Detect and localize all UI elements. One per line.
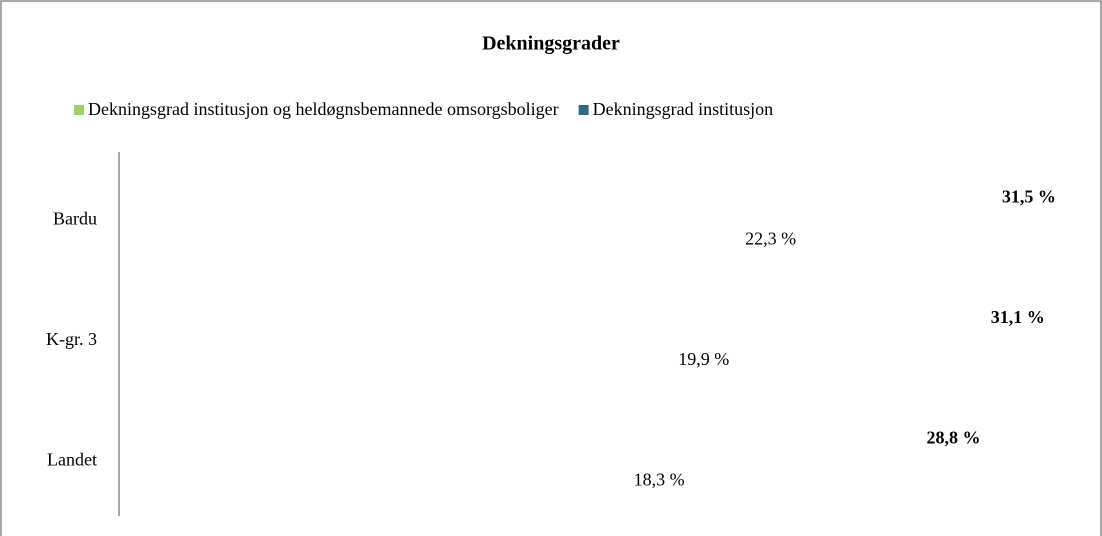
- chart-title: Dekningsgrader: [482, 33, 620, 55]
- data-label: 19,9 %: [678, 349, 729, 369]
- bar: [119, 304, 987, 334]
- data-label: 28,8 %: [927, 427, 981, 447]
- data-label: 31,5 %: [1002, 186, 1056, 206]
- data-label: 18,3 %: [634, 469, 685, 489]
- bar: [119, 466, 630, 496]
- data-label: 31,1 %: [991, 307, 1045, 327]
- legend-label: Dekningsgrad institusjon og heldøgnsbema…: [88, 99, 559, 119]
- y-tick-label: Bardu: [53, 208, 97, 228]
- bar: [119, 225, 741, 255]
- y-tick-label: Landet: [47, 449, 97, 469]
- legend-label: Dekningsgrad institusjon: [593, 99, 774, 119]
- bar: [119, 424, 923, 454]
- bar: [119, 346, 674, 376]
- bar: [119, 183, 998, 213]
- legend-swatch: [578, 105, 589, 115]
- legend-swatch: [74, 105, 84, 115]
- y-tick-label: K-gr. 3: [46, 329, 97, 349]
- data-label: 22,3 %: [745, 228, 796, 248]
